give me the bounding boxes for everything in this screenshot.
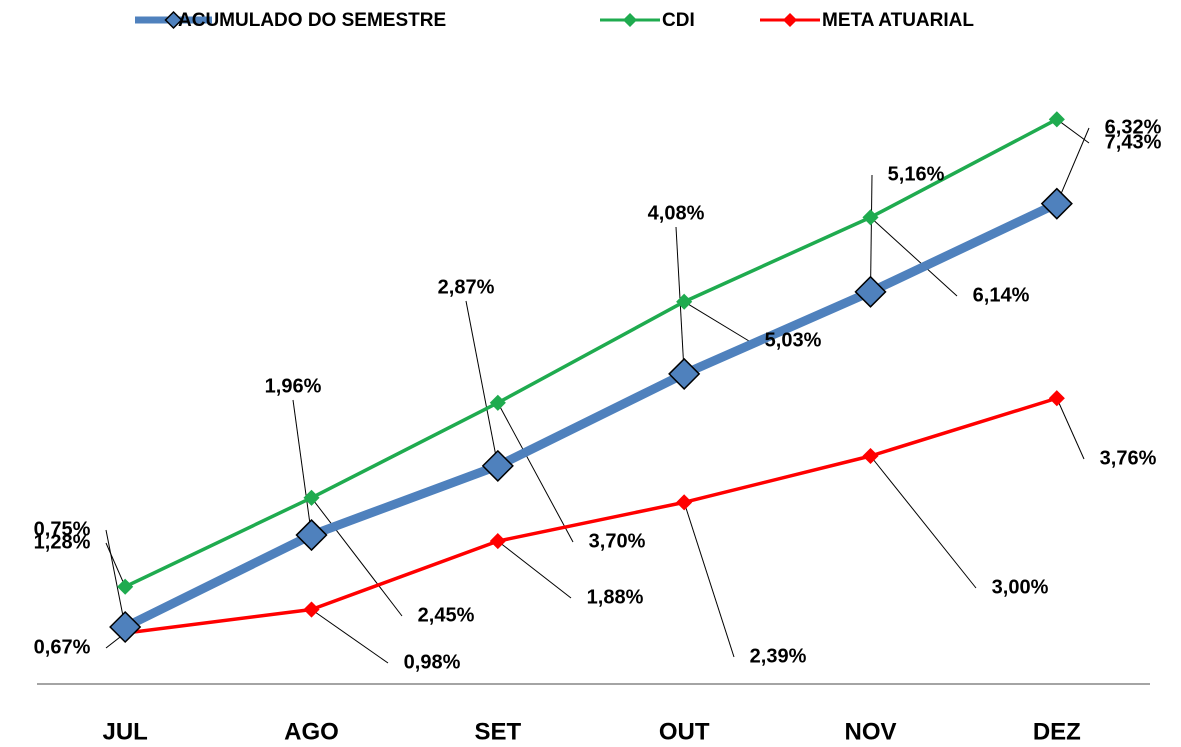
leader-line [497,540,572,599]
point-marker [303,489,320,506]
data-label: 4,08% [648,202,705,224]
leader-line [870,174,873,292]
series-line [124,117,1058,589]
data-label: 0,75% [34,518,91,540]
legend-label: ACUMULADO DO SEMESTRE [178,10,446,31]
leader-lines [105,118,1090,664]
series-line [123,199,1059,632]
point-marker [295,518,328,552]
data-label: 6,32% [1105,116,1162,138]
point-marker [676,494,693,511]
x-tick-label: JUL [102,718,147,745]
point-marker [1048,111,1065,128]
data-label: 0,67% [34,636,91,658]
point-marker [1040,187,1073,220]
data-label: 5,03% [765,329,822,351]
leader-line [497,402,574,543]
data-label: 2,39% [750,645,807,667]
x-tick-label: OUT [659,718,710,745]
point-marker [862,209,879,226]
point-marker [489,533,506,550]
leader-line [1056,398,1085,460]
data-label: 3,76% [1100,447,1157,469]
leader-line [1056,127,1090,204]
point-marker [489,394,506,411]
leader-line [292,399,312,536]
point-marker [676,293,693,310]
legend-marker [782,12,798,28]
legend-label: CDI [662,10,695,31]
data-label: 0,98% [404,651,461,673]
leader-line [870,455,977,589]
data-label: 1,88% [587,586,644,608]
point-marker [481,449,514,482]
leader-line [465,300,499,466]
point-marker [854,275,887,308]
legend-marker [622,12,638,28]
x-tick-label: NOV [844,718,896,745]
point-marker [862,447,879,465]
legend-marker [164,10,183,30]
x-tick-label: SET [474,718,521,745]
leader-line [683,301,750,342]
data-label: 1,96% [265,375,322,397]
leader-line [105,529,126,628]
leader-line [311,609,389,664]
data-label: 3,70% [589,530,646,552]
point-marker [303,601,320,618]
leader-line [683,502,735,658]
data-label: 6,14% [973,284,1030,306]
data-label: 1,28% [34,531,91,553]
data-label: 7,43% [1105,131,1162,153]
leader-line [311,497,403,617]
point-marker [1048,390,1065,407]
leader-line [870,216,958,297]
point-marker [117,578,134,595]
data-label: 2,87% [438,276,495,298]
series-line [124,396,1058,635]
legend-label: META ATUARIAL [822,10,974,31]
x-tick-label: AGO [284,718,339,745]
point-marker [668,357,701,390]
leader-line [105,542,126,587]
data-label: 3,00% [992,576,1049,598]
leader-line [1056,118,1090,144]
x-tick-label: DEZ [1033,718,1081,745]
data-label: 5,16% [888,163,945,185]
point-marker [109,610,142,644]
data-label: 2,45% [418,604,475,626]
